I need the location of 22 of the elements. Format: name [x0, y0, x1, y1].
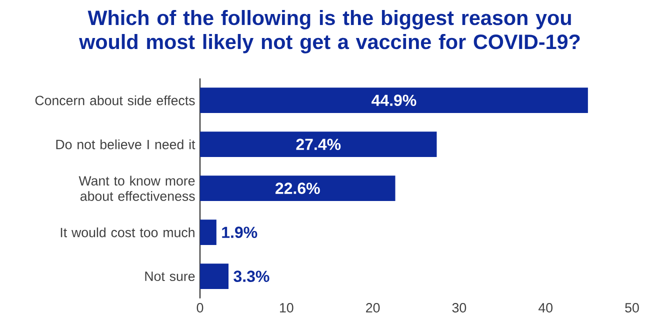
- data-label: 22.6%: [276, 182, 320, 194]
- y-tick-label: It would cost too much: [60, 227, 194, 238]
- y-tick-label: Do not believe I need it: [56, 139, 196, 150]
- bar: [200, 88, 588, 114]
- x-tick-label: 0: [196, 303, 204, 312]
- y-tick-label: Want to know more about effectiveness: [78, 176, 195, 201]
- x-tick-label: 10: [280, 303, 294, 312]
- bar: [200, 176, 396, 202]
- data-label: 1.9%: [222, 226, 258, 238]
- x-tick-label: 20: [366, 303, 380, 312]
- y-tick-label: Not sure: [145, 272, 195, 281]
- bar: [200, 132, 437, 158]
- x-tick-label: 50: [625, 303, 639, 312]
- data-label: 27.4%: [296, 138, 341, 150]
- bar: [200, 220, 216, 246]
- x-tick-label: 30: [452, 303, 466, 312]
- data-label: 44.9%: [372, 94, 416, 106]
- data-label: 3.3%: [234, 270, 270, 282]
- chart-title: Which of the following is the biggest reason you would most likely not get a vaccine for COVID-19?: [79, 10, 580, 54]
- y-tick-label: Concern about side effects: [35, 95, 195, 106]
- bar: [200, 264, 229, 290]
- x-tick-label: 40: [538, 303, 552, 312]
